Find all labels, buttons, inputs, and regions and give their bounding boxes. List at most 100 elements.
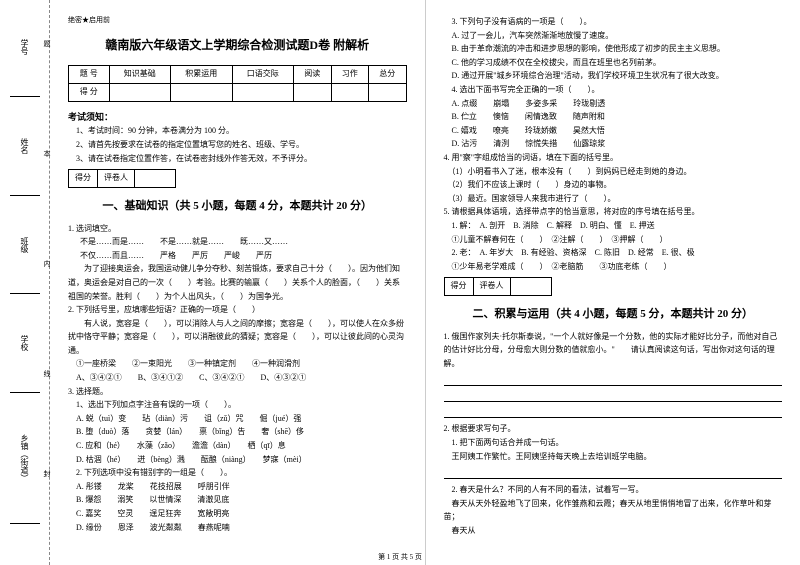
q-sub: 2. 春天是什么？不同的人有不同的看法，试着写一写。: [444, 483, 783, 497]
margin-label: 班级: [19, 237, 30, 253]
question-1: 1. 选词填空。 不是……而是…… 不是……就是…… 既……又…… 不仅……而且…: [68, 222, 407, 304]
td: [369, 84, 407, 102]
q-line: （3）最近。国家领导人来我市进行了（ ）。: [444, 192, 783, 206]
score-box: 得分 评卷人: [444, 277, 552, 296]
question-3: 3. 选择题。 1、选出下列加点字注音有误的一项（ ）。 A. 蜕（tuì）变 …: [68, 385, 407, 535]
q-choices: A、③④②① B、③④①② C、③④②① D、④③②①: [68, 371, 407, 385]
q-line: ①少年易老学难成（ ） ②老脑筋 ③功底老练（ ）: [444, 260, 783, 274]
th: 题 号: [69, 66, 110, 84]
q-sub: 3. 下列句子没有语病的一项是（ ）。: [444, 15, 783, 29]
q-opt: C. 嬉戏 嘹亮 玲珑娇嫩 昊然大悟: [444, 124, 783, 138]
q-stem: 3. 选择题。: [68, 385, 407, 399]
score-blank: [135, 170, 175, 187]
q-line: 王阿姨工作繁忙。王阿姨坚持每天晚上去培训班学电脑。: [444, 450, 783, 464]
margin-line: [10, 293, 40, 294]
th: 习作: [331, 66, 369, 84]
page-footer: 第 1 页 共 5 页: [0, 552, 800, 562]
question-2: 2. 下列括号里，应填哪些短语？正确的一项是（ ） 有人说，宽容是（ ），可以消…: [68, 303, 407, 385]
q-body: 为了迎接奥运会，我国运动健儿争分夺秒、刻苦锻炼，要求自己十分（ ）。因为他们知道…: [68, 262, 407, 303]
q-opt: C. 应和（hé） 水藻（zǎo） 澹澹（dàn） 栖（qī）息: [68, 439, 407, 453]
notice-item: 1、考试时间：90 分钟，本卷满分为 100 分。: [76, 124, 407, 138]
td: [232, 84, 294, 102]
q-sub: 1、选出下列加点字注音有误的一项（ ）。: [68, 398, 407, 412]
cut-mark: 题: [42, 40, 52, 47]
answer-line: [444, 467, 783, 479]
cut-mark: 内: [42, 260, 52, 267]
q-line: 春天从: [444, 524, 783, 538]
notice-item: 2、请首先按要求在试卷的指定位置填写您的姓名、班级、学号。: [76, 138, 407, 152]
score-box: 得分 评卷人: [68, 169, 176, 188]
th: 口语交际: [232, 66, 294, 84]
q-stem: 2. 下列括号里，应填哪些短语？正确的一项是（ ）: [68, 303, 407, 317]
q-line: （1）小明看书入了迷，根本没有（ ）到妈妈已经走到她的身边。: [444, 165, 783, 179]
margin-label: 学号: [19, 39, 30, 55]
td: [109, 84, 171, 102]
margin-line: [10, 392, 40, 393]
answer-line: [444, 390, 783, 402]
q-body: 有人说，宽容是（ ），可以消除人与人之间的摩擦；宽容是（ ），可以使人在众多纷扰…: [68, 317, 407, 358]
q-opt: B. 伫立 懊恼 闲情逸致 随声附和: [444, 110, 783, 124]
table-row: 题 号 知识基础 积累运用 口语交际 阅读 习作 总分: [69, 66, 407, 84]
question-4: 4. 用"察"字组成恰当的词语，填在下面的括号里。 （1）小明看书入了迷，根本没…: [444, 151, 783, 205]
q-opt: B. 由于革命潮流的冲击和进步思想的影响，使他形成了初步的民主主义思想。: [444, 42, 783, 56]
q-line: ①儿童不解春何在（ ） ②注解（ ） ③押解（ ）: [444, 233, 783, 247]
answer-line: [444, 374, 783, 386]
margin-line: [10, 195, 40, 196]
td: 得 分: [69, 84, 110, 102]
binding-margin: 学号 姓名 班级 学校 乡镇（街道）: [0, 0, 50, 565]
notice-title: 考试须知：: [68, 110, 407, 124]
q-opt: B. 堕（duò）落 贪婪（lán） 禀（bǐng）告 奢（shē）侈: [68, 425, 407, 439]
margin-line: [10, 96, 40, 97]
q-line: 不是……而是…… 不是……就是…… 既……又……: [68, 235, 407, 249]
th: 总分: [369, 66, 407, 84]
secret-mark: 绝密★启用前: [68, 15, 407, 26]
margin-label: 乡镇（街道）: [19, 434, 30, 482]
table-row: 得 分: [69, 84, 407, 102]
th: 积累运用: [171, 66, 233, 84]
q-stem: 5. 请根据具体语境，选择带点字的恰当意思，将对应的序号填在括号里。: [444, 205, 783, 219]
q-opt: B. 爆怨 溺笑 以世情深 清澈见底: [68, 493, 407, 507]
score-label: 得分: [69, 170, 98, 187]
notice-item: 3、请在试卷指定位置作答，在试卷密封线外作答无效，不予评分。: [76, 152, 407, 166]
question-3-cont: 3. 下列句子没有语病的一项是（ ）。 A. 过了一会儿，汽车突然渐渐地放慢了速…: [444, 15, 783, 151]
q-sub: 1. 把下面两句话合并成一句话。: [444, 436, 783, 450]
score-label: 评卷人: [474, 278, 511, 295]
q-opt: A. 点缀 崩塌 多姿多采 玲珑剔透: [444, 97, 783, 111]
q-line: 不仅……而且…… 严格 严厉 严峻 严历: [68, 249, 407, 263]
question-6: 1. 俄国作家列夫·托尔斯泰说，"一个人就好像是一个分数，他的实际才能好比分子，…: [444, 330, 783, 419]
score-label: 得分: [445, 278, 474, 295]
q-line: （2）我们不应该上课时（ ）身边的事物。: [444, 178, 783, 192]
q-opt: A. 过了一会儿，汽车突然渐渐地放慢了速度。: [444, 29, 783, 43]
q-sub: 4. 选出下面书写完全正确的一项（ ）。: [444, 83, 783, 97]
q-stem: 1. 选词填空。: [68, 222, 407, 236]
score-label: 评卷人: [98, 170, 135, 187]
q-sub: 2. 下列选项中没有错别字的一组是（ ）。: [68, 466, 407, 480]
q-opt: C. 他的学习成绩不仅在全校拔尖，而且在班里也名列前茅。: [444, 56, 783, 70]
q-opt: D. 缘份 恩泽 波光粼粼 春燕呢喃: [68, 521, 407, 535]
th: 知识基础: [109, 66, 171, 84]
q-opt: D. 枯涸（hé） 迸（bèng）溅 酝酿（niàng） 梦寐（mèi）: [68, 453, 407, 467]
exam-title: 赣南版六年级语文上学期综合检测试题D卷 附解析: [68, 36, 407, 55]
section-title: 一、基础知识（共 5 小题，每题 4 分，本题共计 20 分）: [68, 198, 407, 216]
td: [294, 84, 332, 102]
q-opt: D. 通过开展"城乡环境综合治理"活动，我们学校环境卫生状况有了很大改变。: [444, 69, 783, 83]
score-table: 题 号 知识基础 积累运用 口语交际 阅读 习作 总分 得 分: [68, 65, 407, 102]
margin-label: 姓名: [19, 138, 30, 154]
right-column: 3. 下列句子没有语病的一项是（ ）。 A. 过了一会儿，汽车突然渐渐地放慢了速…: [426, 0, 800, 565]
th: 阅读: [294, 66, 332, 84]
td: [171, 84, 233, 102]
section-title: 二、积累与运用（共 4 小题，每题 5 分，本题共计 20 分）: [444, 306, 783, 324]
left-column: 绝密★启用前 赣南版六年级语文上学期综合检测试题D卷 附解析 题 号 知识基础 …: [50, 0, 426, 565]
margin-label: 学校: [19, 335, 30, 351]
q-opt: C. 嘉奖 空灵 逞足狂奔 宽敞明亮: [68, 507, 407, 521]
q-stem: 2. 根据要求写句子。: [444, 422, 783, 436]
q-stem: 4. 用"察"字组成恰当的词语，填在下面的括号里。: [444, 151, 783, 165]
cut-mark: 本: [42, 150, 52, 157]
q-line: 1. 解： A. 剖开 B. 消除 C. 解释 D. 明白、懂 E. 押送: [444, 219, 783, 233]
margin-line: [10, 523, 40, 524]
question-5: 5. 请根据具体语境，选择带点字的恰当意思，将对应的序号填在括号里。 1. 解：…: [444, 205, 783, 273]
q-opt: D. 沾污 清洌 惊慌失措 仙露琼浆: [444, 137, 783, 151]
q-opt: A. 彤镂 龙桨 花技招展 呼朋引伴: [68, 480, 407, 494]
q-stem: 1. 俄国作家列夫·托尔斯泰说，"一个人就好像是一个分数，他的实际才能好比分子，…: [444, 330, 783, 371]
q-line: 2. 老： A. 年岁大 B. 有经验、资格深 C. 陈旧 D. 经常 E. 很…: [444, 246, 783, 260]
